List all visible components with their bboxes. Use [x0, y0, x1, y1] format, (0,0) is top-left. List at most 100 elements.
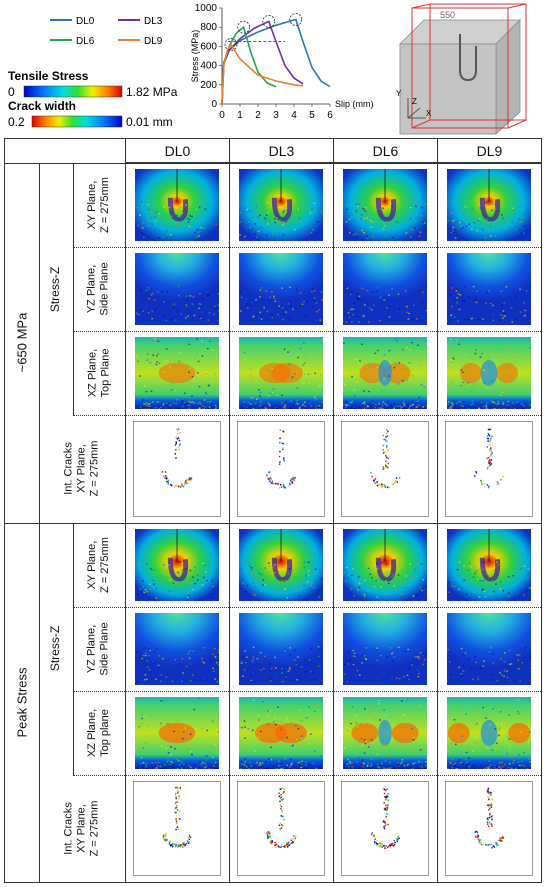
series-line-dl9 — [221, 42, 304, 105]
block-front-face — [399, 43, 497, 135]
crack-width-min: 0.2 — [8, 115, 25, 129]
y-tick-label: 400 — [200, 61, 217, 72]
group-peak-stress-crack-label: Int. Cracks XY Plane, Z = 275mm — [39, 775, 125, 883]
dimension-label: 550 — [440, 10, 455, 20]
cut-plane-edge-4 — [411, 119, 431, 129]
group-650mpa-xy-map-dl9 — [447, 169, 531, 241]
axis-z-arrow — [407, 107, 421, 119]
figure-header: DL0 DL3 DL6 DL9 Tensile Stress 0 1.82 MP… — [0, 0, 550, 136]
group-peak-stress-row-label-text-xz: XZ Plane, Top plane — [86, 708, 111, 757]
column-divider — [73, 522, 74, 775]
legend-label-dl3: DL3 — [144, 16, 163, 27]
column-divider — [333, 139, 334, 882]
tensile-stress-min: 0 — [8, 85, 15, 99]
peak-marker-dl9 — [224, 38, 238, 51]
group-650mpa-label: ~650 MPa — [5, 163, 39, 523]
group-650mpa-crack-map-dl6 — [341, 421, 429, 517]
y-tick-label: 800 — [200, 22, 217, 33]
group-650mpa-stress-z-label: Stress-Z — [39, 163, 73, 415]
y-tick-label: 600 — [200, 41, 217, 52]
group-peak-stress-yz-map-dl9 — [447, 612, 533, 685]
x-tick-label: 0 — [219, 110, 225, 121]
x-tick-label: 3 — [273, 110, 279, 121]
column-header-dl3: DL3 — [229, 139, 333, 163]
row-divider — [5, 163, 541, 164]
row-divider — [73, 690, 541, 692]
group-peak-stress-crack-map-dl6 — [341, 780, 429, 876]
group-peak-stress-crack-map-dl9 — [445, 780, 533, 876]
group-peak-stress-stress-z-label: Stress-Z — [39, 523, 73, 775]
column-header-dl9: DL9 — [437, 139, 541, 163]
x-axis-label: Slip (mm) — [335, 99, 374, 109]
group-peak-stress-yz-map-dl0 — [135, 612, 220, 685]
group-peak-stress-crack-map-dl0 — [133, 780, 221, 876]
group-650mpa-row-label-yz: YZ Plane, Side Plane — [73, 247, 125, 331]
group-peak-stress-row-label-yz: YZ Plane, Side Plane — [73, 607, 125, 691]
y-axis-label: Stress (MPa) — [190, 30, 200, 83]
group-peak-stress-row-label-text-yz: YZ Plane, Side Plane — [86, 621, 111, 676]
peak-marker-dl0 — [289, 13, 303, 26]
group-peak-stress-xz-map-dl9 — [447, 696, 533, 770]
x-tick-label: 2 — [255, 110, 261, 121]
tensile-stress-max: 1.82 MPa — [126, 85, 178, 99]
group-650mpa-crack-map-dl3 — [237, 421, 325, 517]
legend-label-dl9: DL9 — [144, 36, 163, 47]
group-650mpa-xy-map-dl6 — [343, 169, 429, 241]
crack-width-title: Crack width — [8, 99, 76, 113]
cut-plane-edge-3 — [507, 119, 527, 129]
group-650mpa-xz-map-dl0 — [135, 337, 221, 411]
series-legend: DL0 DL3 DL6 DL9 — [50, 16, 163, 47]
cut-plane-edge-1 — [411, 3, 431, 9]
row-divider — [73, 247, 541, 248]
specimen-geometry: 550 Y Z X — [396, 3, 527, 135]
group-650mpa-stress-z-text: Stress-Z — [48, 266, 63, 312]
stress-slip-chart: 0 1 2 3 4 5 6 0 200 400 600 800 1000 Slip (mm) Stress … — [190, 3, 374, 121]
group-peak-stress-label: Peak Stress — [5, 523, 39, 883]
series-line-dl3 — [221, 20, 304, 105]
group-peak-stress-row-label-text-xy: XY Plane, Z = 275mm — [86, 536, 111, 593]
column-divider — [39, 522, 40, 882]
group-650mpa-crack-label-text: Int. Cracks XY Plane, Z = 275mm — [62, 440, 101, 497]
x-tick-label: 4 — [291, 110, 297, 121]
row-divider — [5, 522, 541, 524]
row-divider — [73, 774, 541, 776]
x-tick-label: 6 — [327, 110, 333, 121]
header-graphics: DL0 DL3 DL6 DL9 Tensile Stress 0 1.82 MP… — [8, 3, 527, 135]
group-peak-stress-label-text: Peak Stress — [14, 667, 30, 738]
group-650mpa-yz-map-dl6 — [343, 253, 428, 325]
peak-marker-dl6 — [237, 20, 251, 34]
series-line-dl6 — [221, 25, 277, 105]
column-divider — [39, 163, 40, 523]
group-peak-stress-crack-label-text: Int. Cracks XY Plane, Z = 275mm — [62, 800, 101, 857]
group-650mpa-row-label-text-yz: YZ Plane, Side Plane — [86, 262, 111, 316]
y-tick-label: 200 — [200, 80, 217, 91]
group-peak-stress-xy-map-dl6 — [343, 528, 427, 601]
group-650mpa-row-label-text-xz: XZ Plane, Top Plane — [86, 348, 111, 398]
column-divider — [437, 139, 438, 882]
crack-width-colorbar: Crack width 0.2 0.01 mm — [8, 99, 173, 129]
group-650mpa-xz-map-dl3 — [239, 337, 325, 411]
crack-width-gradient — [31, 115, 123, 128]
group-650mpa-yz-map-dl9 — [447, 253, 532, 325]
group-650mpa-xy-map-dl3 — [239, 169, 325, 241]
group-650mpa-xz-map-dl9 — [447, 337, 533, 411]
results-table: DL0 DL3 DL6 DL9 ~650 MPa Stress-Z XY Plane, Z … — [4, 138, 542, 883]
cut-plane-edge-2 — [507, 3, 527, 9]
group-peak-stress-crack-map-dl3 — [237, 780, 325, 876]
column-header-dl0: DL0 — [125, 139, 229, 163]
group-650mpa-yz-map-dl0 — [135, 253, 220, 325]
group-peak-stress-xy-map-dl9 — [447, 528, 532, 601]
group-650mpa-crack-label: Int. Cracks XY Plane, Z = 275mm — [39, 415, 125, 523]
row-divider — [73, 331, 541, 332]
y-tick-label: 0 — [211, 99, 217, 110]
tensile-stress-title: Tensile Stress — [8, 69, 89, 83]
legend-label-dl6: DL6 — [76, 36, 95, 47]
group-peak-stress-yz-map-dl6 — [343, 612, 427, 685]
group-650mpa-row-label-xz: XZ Plane, Top Plane — [73, 331, 125, 415]
group-650mpa-xz-map-dl6 — [343, 337, 429, 411]
group-650mpa-yz-map-dl3 — [239, 253, 323, 325]
y-tick-label: 1000 — [195, 3, 218, 14]
group-650mpa-row-label-text-xy: XY Plane, Z = 275mm — [86, 177, 111, 233]
group-650mpa-crack-map-dl0 — [133, 421, 221, 517]
axis-y-label: Y — [396, 89, 402, 98]
